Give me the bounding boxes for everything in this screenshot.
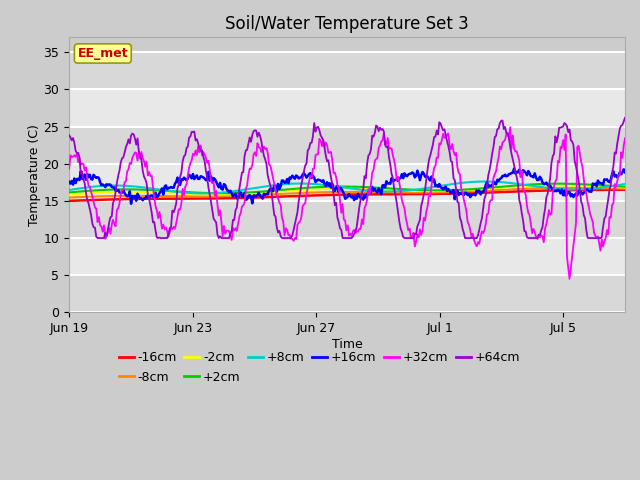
- Title: Soil/Water Temperature Set 3: Soil/Water Temperature Set 3: [225, 15, 469, 33]
- Bar: [69, 238, 625, 275]
- Bar: [69, 127, 625, 164]
- Bar: [69, 201, 625, 238]
- Legend: -16cm, -8cm, -2cm, +2cm, +8cm, +16cm, +32cm, +64cm: -16cm, -8cm, -2cm, +2cm, +8cm, +16cm, +3…: [114, 347, 525, 389]
- Bar: [69, 275, 625, 312]
- Bar: [69, 164, 625, 201]
- Text: EE_met: EE_met: [77, 47, 128, 60]
- Y-axis label: Temperature (C): Temperature (C): [28, 124, 41, 226]
- X-axis label: Time: Time: [332, 338, 362, 351]
- Bar: [69, 89, 625, 127]
- Bar: [69, 52, 625, 89]
